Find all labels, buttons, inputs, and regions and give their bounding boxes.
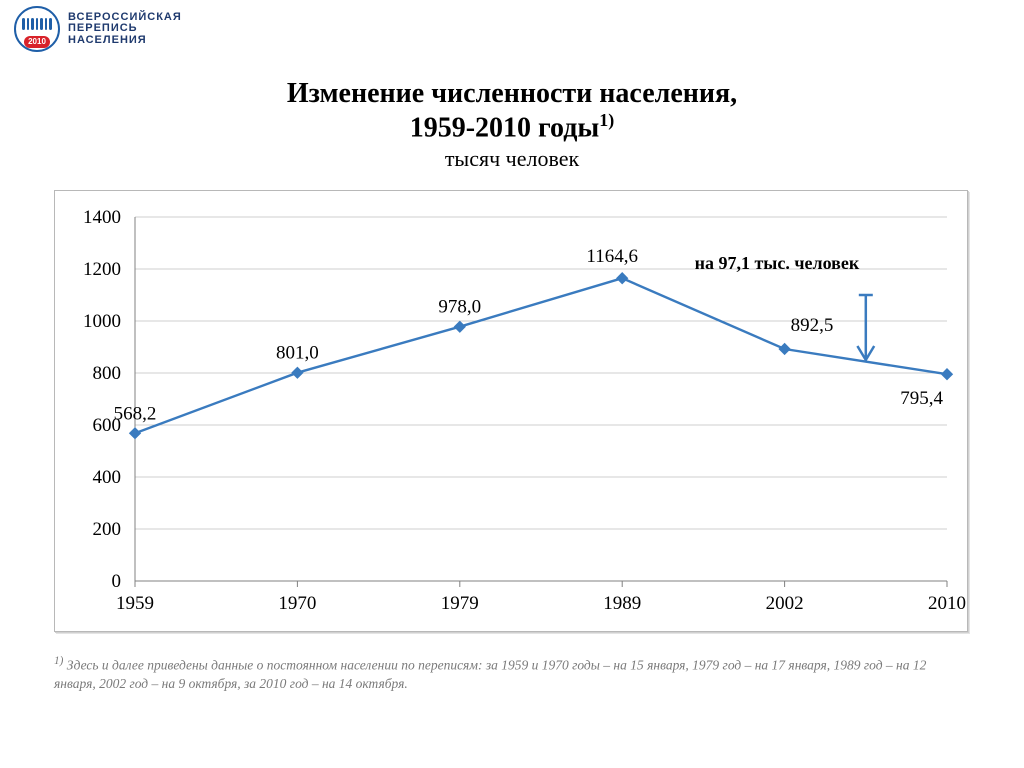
chart-title: Изменение численности населения, 1959-20… — [0, 78, 1024, 144]
footnote-text: Здесь и далее приведены данные о постоян… — [54, 658, 926, 691]
svg-text:200: 200 — [93, 519, 122, 540]
svg-text:2002: 2002 — [766, 593, 804, 614]
title-line-2: 1959-2010 годы — [410, 112, 600, 143]
chart-frame: 0200400600800100012001400195919701979198… — [54, 190, 968, 632]
title-superscript: 1) — [599, 110, 614, 130]
svg-text:795,4: 795,4 — [900, 388, 943, 409]
svg-text:1970: 1970 — [278, 593, 316, 614]
census-logo-text: ВСЕРОССИЙСКАЯ ПЕРЕПИСЬ НАСЕЛЕНИЯ — [68, 12, 182, 47]
change-annotation: на 97,1 тыс. человек — [695, 253, 860, 274]
svg-text:1959: 1959 — [116, 593, 154, 614]
svg-text:2010: 2010 — [928, 593, 966, 614]
svg-text:800: 800 — [93, 363, 122, 384]
svg-text:1989: 1989 — [603, 593, 641, 614]
svg-text:1200: 1200 — [83, 259, 121, 280]
slide: 2010 ВСЕРОССИЙСКАЯ ПЕРЕПИСЬ НАСЕЛЕНИЯ Из… — [0, 0, 1024, 768]
title-block: Изменение численности населения, 1959-20… — [0, 78, 1024, 172]
svg-text:801,0: 801,0 — [276, 343, 319, 364]
svg-text:1400: 1400 — [83, 207, 121, 228]
svg-text:0: 0 — [112, 571, 122, 592]
svg-text:1164,6: 1164,6 — [586, 246, 638, 267]
svg-text:978,0: 978,0 — [438, 297, 481, 318]
census-year-pill: 2010 — [24, 36, 50, 48]
svg-text:1000: 1000 — [83, 311, 121, 332]
svg-text:1979: 1979 — [441, 593, 479, 614]
footnote-sup: 1) — [54, 655, 63, 667]
census-logo-badge: 2010 — [14, 6, 60, 52]
chart-subtitle: тысяч человек — [0, 146, 1024, 172]
svg-text:400: 400 — [93, 467, 122, 488]
svg-text:892,5: 892,5 — [791, 315, 834, 336]
logo-line-3: НАСЕЛЕНИЯ — [68, 35, 182, 47]
svg-text:568,2: 568,2 — [114, 403, 157, 424]
title-line-1: Изменение численности населения, — [287, 78, 737, 109]
crowd-icon — [22, 18, 52, 34]
census-logo: 2010 ВСЕРОССИЙСКАЯ ПЕРЕПИСЬ НАСЕЛЕНИЯ — [14, 6, 182, 52]
footnote: 1) Здесь и далее приведены данные о пост… — [54, 654, 966, 693]
